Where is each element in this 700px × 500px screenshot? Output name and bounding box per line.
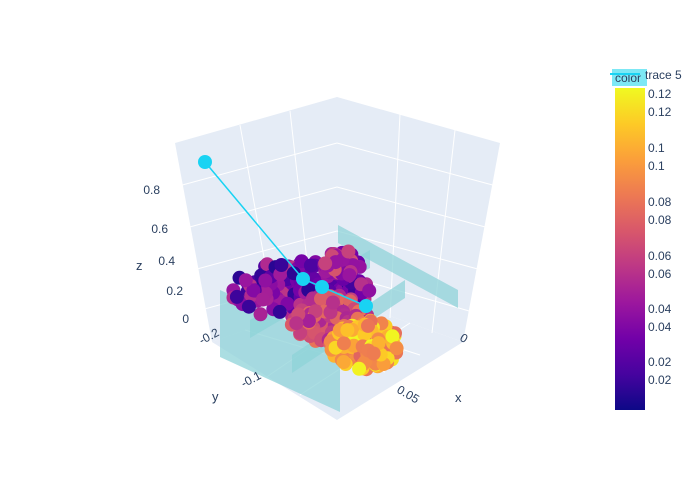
z-tick-label: 0.6 (151, 222, 168, 236)
colorbar-tick-label: 0.1 (648, 159, 665, 173)
scatter-point (238, 273, 253, 288)
scatter-point (340, 323, 355, 338)
scatter-point (371, 336, 386, 351)
z-tick-label: 0.4 (158, 254, 175, 268)
scatter-point (301, 314, 316, 328)
scatter-point (255, 292, 270, 307)
trace-5 (198, 155, 373, 313)
colorbar-tick-label: 0.04 (648, 302, 672, 316)
scatter-point (253, 307, 268, 322)
scatter-point (274, 258, 289, 272)
colorbar-tick-label: 0.08 (648, 213, 672, 227)
plane (338, 225, 458, 308)
colorbar-tick-label: 0.12 (648, 105, 672, 119)
grid-line (336, 186, 501, 232)
trace-5-marker (198, 155, 212, 169)
colorbar-tick-label: 0.12 (648, 87, 672, 101)
scatter-point (389, 341, 404, 356)
scatter-point (258, 273, 273, 288)
colorbar-tick-label: 0.06 (648, 249, 672, 263)
scatter-point (385, 329, 400, 344)
x-axis-title: x (455, 390, 462, 405)
scatter-point (246, 283, 261, 298)
colorbar-ticks: 0.12 0.12 0.1 0.1 0.08 0.08 0.06 0.06 0.04 0.04 0.… (648, 87, 672, 387)
legend-entry-trace-5[interactable]: trace 5 (645, 68, 682, 82)
grid-line (431, 129, 456, 334)
scatter-point (289, 316, 304, 331)
trace-5-marker (296, 272, 310, 286)
scatter-point (314, 291, 328, 306)
scatter-point (326, 295, 340, 310)
scatter-point (308, 304, 323, 319)
trace-5-marker (315, 280, 329, 294)
scatter-point (336, 336, 351, 351)
colorbar-tick-label: 0.08 (648, 195, 672, 209)
grid-line (174, 186, 338, 232)
x-tick-label: 0.05 (395, 382, 423, 406)
grid-line (336, 142, 501, 188)
colorbar-tick-label: 0.06 (648, 267, 672, 281)
z-tick-label: 0 (182, 312, 189, 326)
scatter-point (342, 268, 357, 283)
grid-line (174, 230, 338, 276)
scatter-point (362, 283, 377, 298)
colorbar-tick-label: 0.04 (648, 320, 672, 334)
scatter-point (341, 244, 356, 259)
scatter-point (241, 299, 256, 314)
z-axis-ticks: 0 0.2 0.4 0.6 0.8 (143, 183, 189, 326)
scatter-point (272, 304, 287, 319)
z-axis-title: z (136, 258, 143, 273)
z-tick-label: 0.2 (166, 284, 183, 298)
scatter-point (328, 255, 343, 270)
trace-5-line (204, 161, 367, 307)
back-wall-right (337, 97, 500, 342)
colorbar-tick-label: 0.02 (648, 355, 672, 369)
colorbar-tick-label: 0.02 (648, 373, 672, 387)
scatter-point (366, 346, 381, 361)
z-tick-label: 0.8 (143, 183, 160, 197)
scatter-point (361, 318, 375, 333)
scatter-point (352, 361, 367, 376)
trace-5-marker (359, 299, 373, 313)
scatter-point (229, 289, 244, 304)
colorbar-tick-label: 0.1 (648, 141, 665, 155)
legend[interactable]: trace 5 (610, 68, 682, 82)
grid-line (174, 142, 338, 188)
grid-line (336, 230, 501, 276)
colorbar-gradient (615, 88, 645, 410)
scatter-point (303, 258, 318, 273)
scatter-points (226, 244, 404, 377)
colorbar: color 0.120.120.10.10.080.080.060.060.04… (612, 69, 672, 410)
y-axis-title: y (212, 389, 219, 404)
scatter-point (318, 256, 333, 271)
grid-line (389, 113, 401, 319)
scatter-point (336, 355, 351, 369)
